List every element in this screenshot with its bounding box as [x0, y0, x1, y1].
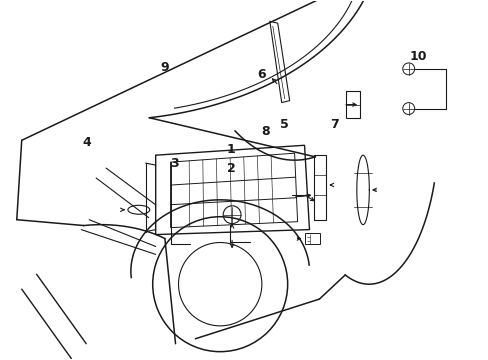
Text: 10: 10: [408, 50, 426, 63]
Text: 5: 5: [280, 118, 288, 131]
Text: 2: 2: [226, 162, 235, 175]
Text: 7: 7: [329, 118, 338, 131]
Text: 6: 6: [257, 68, 265, 81]
Bar: [346, 91, 359, 118]
Bar: [314, 155, 325, 220]
Bar: [304, 233, 320, 244]
Text: 9: 9: [160, 61, 168, 74]
Text: 1: 1: [226, 143, 235, 156]
Text: 8: 8: [261, 125, 269, 138]
Text: 3: 3: [169, 157, 178, 170]
Text: 4: 4: [82, 136, 91, 149]
